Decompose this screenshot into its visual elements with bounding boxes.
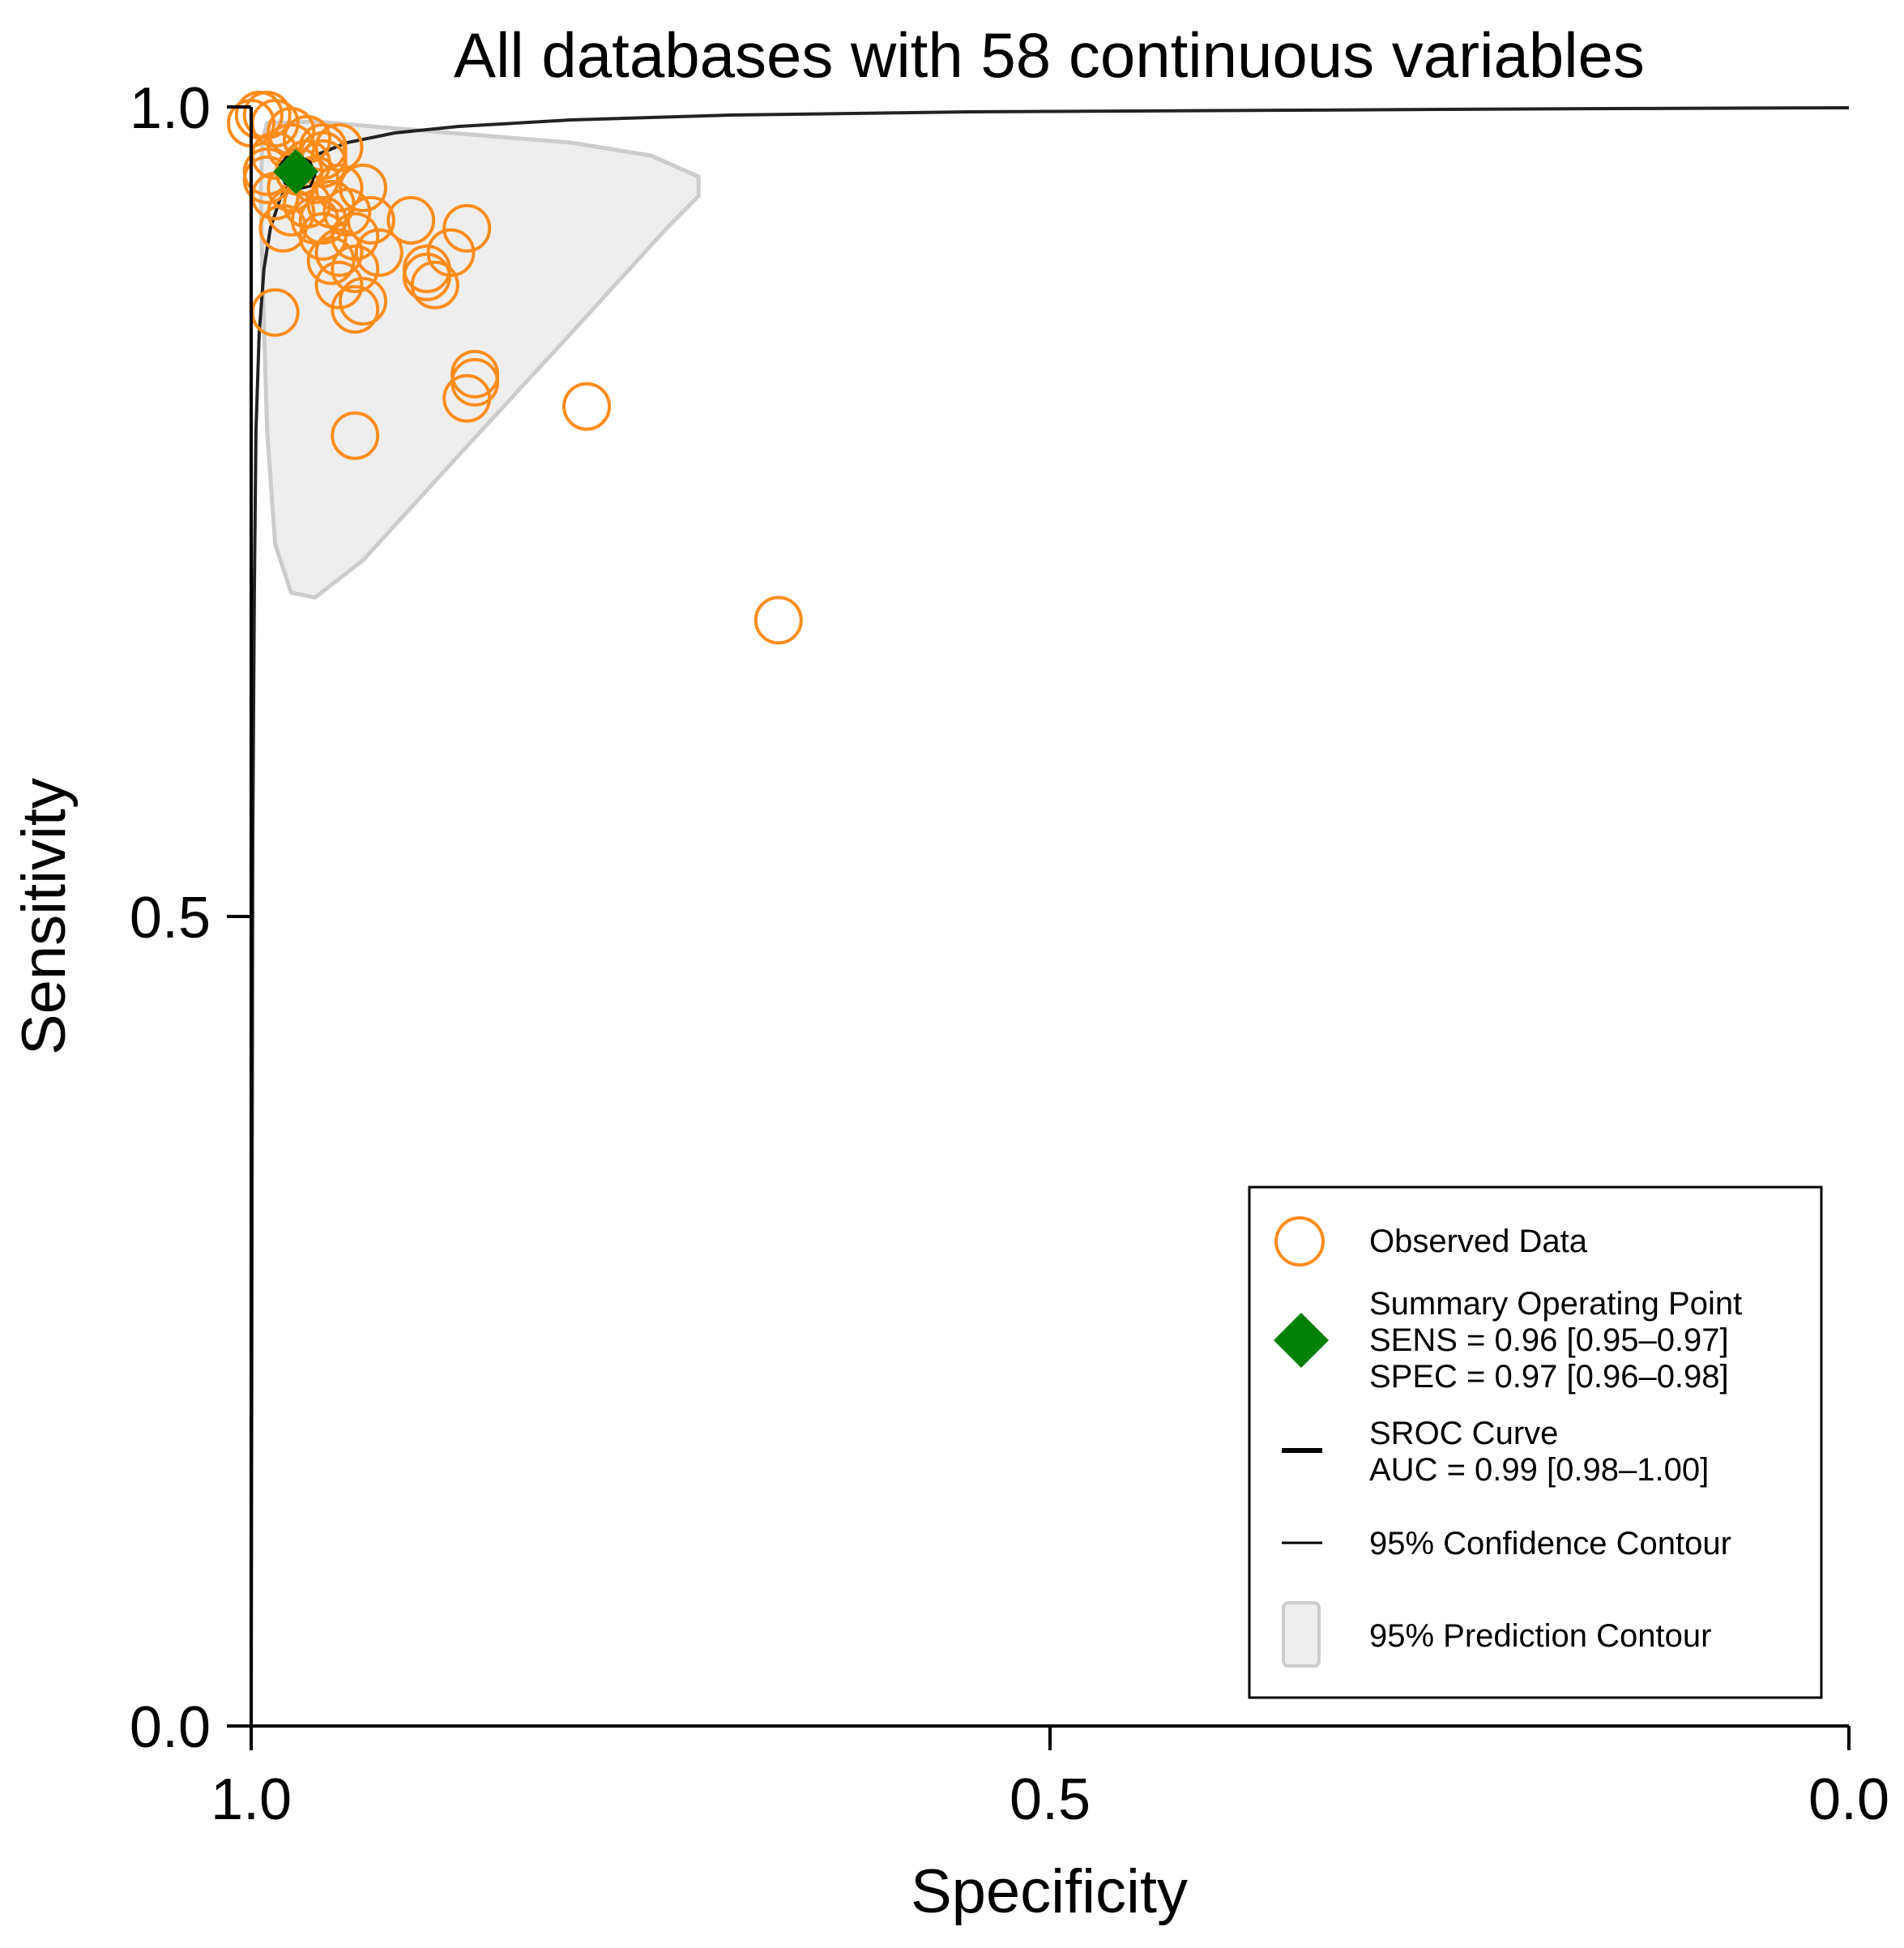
legend-observed-label: Observed Data <box>1369 1224 1588 1259</box>
observed-data-point <box>314 228 364 277</box>
observed-data-point <box>753 596 803 645</box>
legend-summary-marker <box>1274 1313 1329 1368</box>
observed-data-point <box>331 244 380 293</box>
legend-spec-text: SPEC = 0.97 [0.96–0.98] <box>1369 1359 1729 1395</box>
observed-data-point <box>426 228 476 277</box>
legend: Observed Data Summary Operating Point SE… <box>1248 1185 1823 1699</box>
observed-data-point <box>442 374 492 423</box>
observed-data-point <box>346 195 395 245</box>
observed-data-point <box>331 411 380 460</box>
legend-sroc-label: SROC Curve <box>1369 1416 1558 1451</box>
summary-point-layer <box>273 148 319 194</box>
y-tick-label: 0.0 <box>130 1695 211 1760</box>
axis-ticks: 1.0 0.5 0.01.00.50.0 <box>130 76 1889 1832</box>
legend-prediction-marker <box>1282 1601 1321 1668</box>
observed-data-point <box>298 211 348 261</box>
x-tick-label: 0.5 <box>1010 1767 1091 1832</box>
observed-data-point <box>410 260 459 310</box>
observed-data-point <box>314 123 364 172</box>
y-tick-label: 1.0 <box>130 76 211 141</box>
observed-data-point <box>386 195 436 245</box>
summary-operating-point <box>273 148 319 194</box>
y-tick-label: 0.5 <box>130 886 211 951</box>
observed-data-point <box>314 260 364 310</box>
legend-auc-text: AUC = 0.99 [0.98–1.00] <box>1369 1452 1709 1488</box>
observed-data-point <box>354 228 403 277</box>
legend-confidence-label: 95% Confidence Contour <box>1369 1526 1731 1561</box>
observed-data-point <box>339 276 387 326</box>
legend-observed-marker <box>1274 1216 1325 1267</box>
x-tick-label: 1.0 <box>211 1767 292 1832</box>
y-axis-label: Sensitivity <box>10 778 79 1055</box>
observed-data-point <box>442 203 492 253</box>
legend-box <box>1248 1185 1823 1699</box>
legend-sens-text: SENS = 0.96 [0.95–0.97] <box>1369 1322 1729 1358</box>
legend-prediction-label: 95% Prediction Contour <box>1369 1618 1711 1654</box>
x-axis-label: Specificity <box>911 1857 1188 1926</box>
observed-data-point <box>339 163 387 212</box>
x-tick-label: 0.0 <box>1808 1767 1889 1832</box>
observed-data-point <box>562 382 612 431</box>
observed-data-point <box>306 236 356 285</box>
legend-summary-label: Summary Operating Point <box>1369 1286 1742 1322</box>
observed-data-point <box>331 284 380 334</box>
chart-title: All databases with 58 continuous variabl… <box>454 19 1645 91</box>
observed-data-point <box>298 195 348 245</box>
observed-data-point <box>258 203 308 253</box>
